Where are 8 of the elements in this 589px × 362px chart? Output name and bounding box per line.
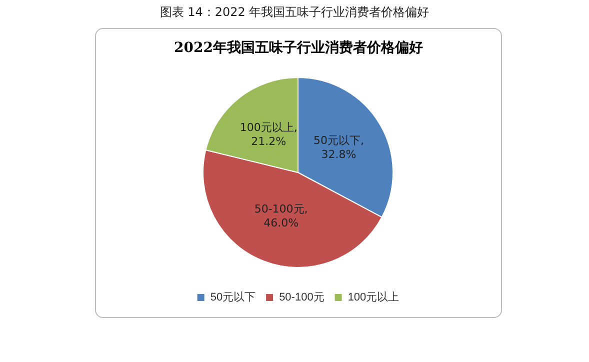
legend-label: 50元以下	[210, 290, 256, 304]
chart-title: 2022年我国五味子行业消费者价格偏好	[173, 39, 424, 57]
data-label: 50-100元, 46.0%	[254, 202, 308, 230]
data-label: 100元以上, 21.2%	[240, 121, 298, 148]
text: 图表 14：2022 年我国五味子行业消费者价格偏好	[158, 4, 430, 21]
legend-label: 50-100元	[279, 292, 324, 304]
data-label: 50元以下, 32.8%	[313, 134, 364, 161]
legend-label: 100元以上	[348, 290, 400, 304]
